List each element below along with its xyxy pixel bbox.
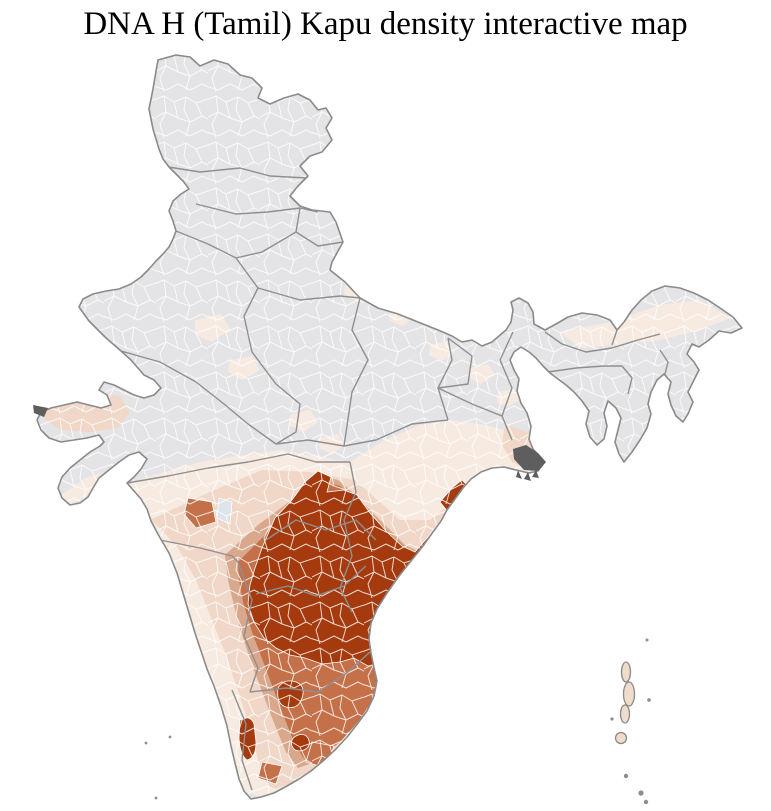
region-kutch-tip[interactable] [33, 405, 48, 417]
india-country-outline [36, 54, 743, 800]
district-boundaries-mesh [37, 55, 742, 799]
region-andaman-islands[interactable] [614, 661, 636, 745]
region-sundarbans-delta[interactable] [513, 445, 546, 481]
page-title: DNA H (Tamil) Kapu density interactive m… [83, 6, 688, 42]
region-small-islets[interactable] [144, 638, 651, 805]
state-borders [120, 165, 669, 791]
